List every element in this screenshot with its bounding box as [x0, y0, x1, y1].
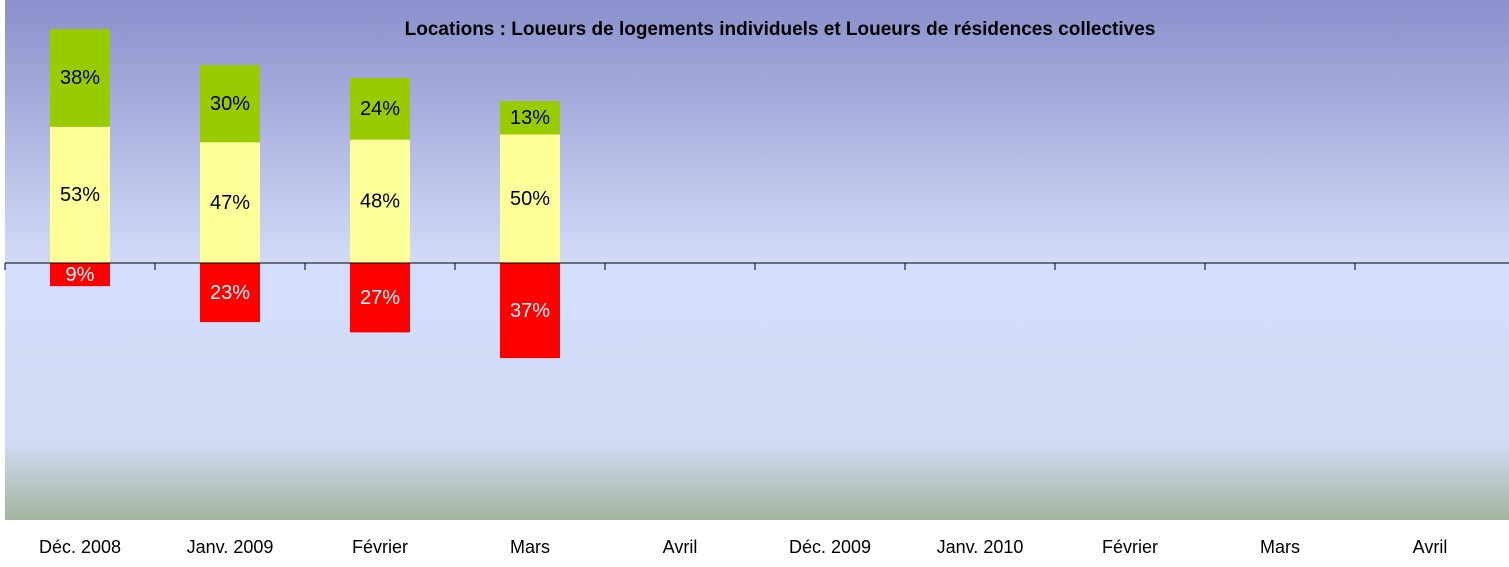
bar-segment [200, 263, 260, 323]
chart-subtitle: Locations : Loueurs de logements individ… [405, 19, 1156, 40]
bar-segment [200, 65, 260, 143]
bar-segment [500, 101, 560, 135]
bar-segment [350, 77, 410, 140]
bar-segment [500, 263, 560, 359]
data-label: 24% [360, 98, 400, 120]
data-label: 9% [66, 264, 95, 286]
data-label: 23% [210, 282, 250, 304]
bar-segment [50, 29, 110, 127]
x-tick-label: Février [352, 537, 408, 557]
data-label: 50% [510, 188, 550, 210]
x-tick-label: Mars [1260, 537, 1300, 557]
data-label: 38% [60, 67, 100, 89]
x-tick-label: Déc. 2009 [789, 537, 871, 557]
data-label: 47% [210, 192, 250, 214]
x-tick-label: Mars [510, 537, 550, 557]
x-tick-label: Février [1102, 537, 1158, 557]
data-label: 37% [510, 300, 550, 322]
bar-segment [350, 263, 410, 333]
x-tick-label: Janv. 2009 [187, 537, 274, 557]
x-tick-label: Avril [663, 537, 698, 557]
x-tick-label: Janv. 2010 [937, 537, 1024, 557]
data-label: 27% [360, 287, 400, 309]
data-label: 30% [210, 93, 250, 115]
data-label: 13% [510, 107, 550, 129]
x-tick-label: Déc. 2008 [39, 537, 121, 557]
bar-segment [350, 139, 410, 263]
bar-segment [500, 134, 560, 263]
x-tick-label: Avril [1413, 537, 1448, 557]
bar-segment [200, 142, 260, 263]
data-label: 48% [360, 191, 400, 213]
data-label: 53% [60, 184, 100, 206]
bar-segment [50, 263, 110, 287]
bar-segment [50, 126, 110, 263]
